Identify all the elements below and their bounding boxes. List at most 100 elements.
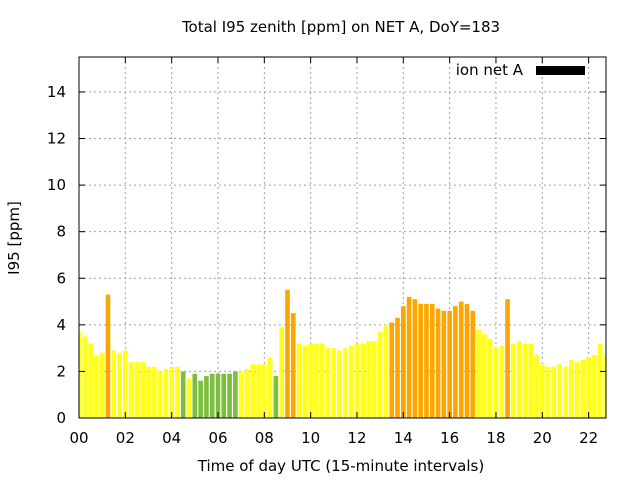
- x-axis-label: Time of day UTC (15-minute intervals): [197, 457, 484, 475]
- bar: [458, 301, 464, 418]
- bar: [123, 350, 128, 418]
- bar: [545, 366, 551, 418]
- bar: [111, 350, 117, 418]
- bar: [580, 359, 586, 418]
- bar: [117, 352, 122, 418]
- legend-label: ion net A: [456, 61, 524, 79]
- bar: [412, 299, 418, 418]
- bar: [227, 373, 232, 418]
- y-tick-label: 8: [56, 223, 66, 241]
- x-tick-label: 10: [301, 429, 320, 447]
- x-tick-label: 18: [486, 429, 505, 447]
- bar: [551, 366, 557, 418]
- bar: [302, 345, 308, 418]
- bar: [140, 362, 146, 418]
- x-tick-label: 08: [255, 429, 274, 447]
- y-tick-label: 12: [47, 130, 66, 148]
- bar: [366, 341, 371, 418]
- bar: [511, 343, 516, 418]
- bar: [522, 343, 528, 418]
- bar: [215, 373, 221, 418]
- bar: [290, 313, 296, 418]
- bar: [256, 364, 261, 418]
- y-tick-label: 6: [56, 269, 66, 287]
- bar: [192, 373, 198, 418]
- bar: [539, 364, 545, 418]
- bar-series: [79, 289, 606, 418]
- bar: [435, 308, 441, 418]
- bar: [267, 357, 273, 418]
- y-tick-labels: 0 2 4 6 8 10 12 14: [47, 83, 66, 427]
- bar: [325, 348, 331, 418]
- bar: [499, 345, 505, 418]
- bar: [314, 343, 319, 418]
- bar: [429, 303, 435, 418]
- bar: [557, 364, 562, 418]
- bar: [354, 343, 360, 418]
- y-tick-label: 4: [56, 316, 66, 334]
- bar: [400, 306, 406, 418]
- bar: [175, 366, 180, 418]
- bar: [262, 364, 267, 418]
- bar: [250, 364, 256, 418]
- bar: [285, 289, 290, 418]
- bar: [105, 294, 111, 418]
- bar: [221, 373, 227, 418]
- bar: [308, 343, 313, 418]
- bar: [163, 369, 169, 418]
- bar: [169, 366, 174, 418]
- y-tick-label: 10: [47, 176, 66, 194]
- bar: [418, 303, 423, 418]
- x-tick-label: 02: [116, 429, 135, 447]
- legend: ion net A: [456, 61, 585, 79]
- bar: [447, 310, 452, 418]
- bar: [198, 380, 203, 418]
- bar: [395, 317, 400, 418]
- bar: [528, 343, 534, 418]
- bar: [233, 371, 238, 418]
- bar: [406, 296, 412, 418]
- bar: [441, 310, 447, 418]
- bar: [592, 355, 597, 418]
- bar: [470, 310, 476, 418]
- bar: [563, 366, 568, 418]
- bar: [134, 362, 140, 418]
- bar: [464, 303, 470, 418]
- bar: [244, 369, 250, 418]
- bar: [209, 373, 215, 418]
- x-tick-label: 14: [394, 429, 413, 447]
- plot-frame: [78, 56, 607, 419]
- x-tick-label: 20: [533, 429, 552, 447]
- bar: [360, 343, 366, 418]
- bar: [273, 376, 279, 418]
- grid-lines: [79, 57, 606, 418]
- bar: [597, 343, 603, 418]
- bar: [279, 327, 285, 418]
- bar: [383, 324, 389, 418]
- axis-ticks: [78, 57, 606, 419]
- bar: [516, 341, 522, 418]
- bar: [331, 348, 337, 418]
- x-tick-label: 04: [162, 429, 181, 447]
- bar: [99, 352, 105, 418]
- bar: [88, 343, 93, 418]
- bar: [487, 338, 493, 418]
- x-tick-label: 22: [579, 429, 598, 447]
- bar: [238, 371, 244, 418]
- bar: [372, 341, 377, 418]
- bar: [79, 331, 82, 418]
- bar: [482, 334, 487, 418]
- bar: [505, 299, 510, 418]
- bar: [603, 355, 606, 418]
- y-tick-label: 2: [56, 362, 66, 380]
- y-tick-label: 14: [47, 83, 66, 101]
- chart-title: Total I95 zenith [ppm] on NET A, DoY=183: [181, 18, 500, 36]
- bar: [389, 322, 395, 418]
- bar: [296, 343, 302, 418]
- bar: [424, 303, 429, 418]
- bar: [574, 362, 580, 418]
- bar: [476, 329, 481, 418]
- x-tick-labels: 00 02 04 06 08 10 12 14 16 18 20 22: [69, 429, 598, 447]
- bar: [586, 357, 591, 418]
